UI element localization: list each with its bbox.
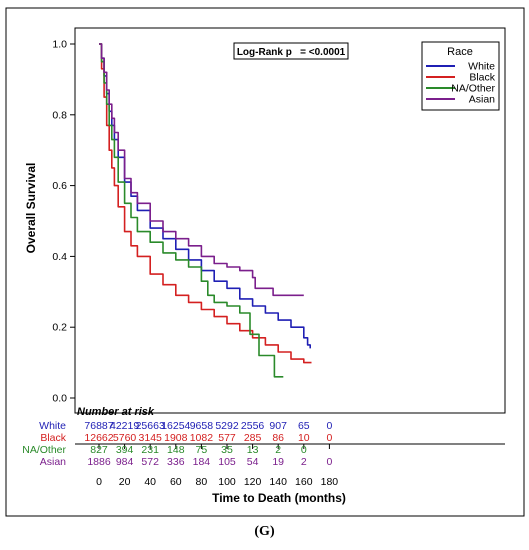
- risk-count: 12662: [84, 432, 113, 444]
- series-line-na-other: [99, 43, 284, 378]
- annotation-box: [233, 42, 349, 60]
- series-line-white: [99, 43, 311, 349]
- risk-count: 13: [247, 444, 259, 456]
- risk-count: 1082: [190, 432, 214, 444]
- risk-count: 3145: [139, 432, 163, 444]
- risk-count: 231: [141, 444, 159, 456]
- risk-row-label: White: [39, 420, 66, 432]
- risk-count: 984: [116, 456, 134, 468]
- risk-count: 0: [301, 444, 307, 456]
- risk-count: 105: [218, 456, 236, 468]
- risk-count: 1908: [164, 432, 188, 444]
- risk-count: 25663: [136, 420, 165, 432]
- risk-count: 285: [244, 432, 262, 444]
- risk-count: 75: [196, 444, 208, 456]
- risk-count: 35: [221, 444, 233, 456]
- risk-count: 577: [218, 432, 236, 444]
- risk-count: 86: [272, 432, 284, 444]
- x-axis-label: Time to Death (months): [212, 491, 346, 505]
- risk-table-title: Number at risk: [77, 406, 155, 418]
- x-tick-label: 20: [119, 476, 131, 488]
- risk-count: 16254: [161, 420, 190, 432]
- annotation-text: Log-Rank p = <0.0001: [237, 47, 346, 58]
- legend-entry: NA/Other: [451, 83, 495, 95]
- x-tick-label: 160: [295, 476, 313, 488]
- risk-count: 2: [275, 444, 281, 456]
- risk-count: 65: [298, 420, 310, 432]
- risk-count: 10: [298, 432, 310, 444]
- risk-count: 2556: [241, 420, 265, 432]
- legend-entry: Black: [469, 72, 495, 84]
- risk-count: 42219: [110, 420, 139, 432]
- plot-area: 0.00.20.40.60.81.00 20 40 60 80 100 120 140 160 1…: [52, 27, 506, 488]
- risk-count: 76887: [84, 420, 113, 432]
- figure-border: [5, 7, 525, 517]
- risk-count: 9658: [190, 420, 214, 432]
- x-tick-label: 0: [96, 476, 102, 488]
- x-tick-label: 140: [269, 476, 287, 488]
- x-tick-label: 180: [321, 476, 339, 488]
- figure-caption: (G): [254, 524, 275, 539]
- plot-frame: [74, 27, 506, 414]
- series-lines: [99, 43, 312, 378]
- y-tick-label: 0.2: [52, 322, 67, 334]
- risk-count: 0: [326, 432, 332, 444]
- risk-count: 2: [301, 456, 307, 468]
- risk-count: 0: [326, 456, 332, 468]
- x-tick-label: 80: [196, 476, 208, 488]
- risk-count: 394: [116, 444, 134, 456]
- risk-count: 184: [193, 456, 211, 468]
- legend-title: Race: [447, 46, 473, 58]
- x-tick-label: 100: [218, 476, 236, 488]
- risk-count: 0: [326, 420, 332, 432]
- y-tick-label: 0.8: [52, 109, 67, 121]
- y-tick-label: 0.4: [52, 251, 67, 263]
- risk-count: 1886: [87, 456, 111, 468]
- series-line-asian: [99, 43, 304, 297]
- legend-entry: Asian: [469, 94, 495, 106]
- series-line-black: [99, 43, 312, 364]
- risk-count: 19: [272, 456, 284, 468]
- risk-count: 148: [167, 444, 185, 456]
- risk-count: 572: [141, 456, 159, 468]
- y-axis-label: Overall Survival: [24, 163, 38, 254]
- x-tick-label: 40: [144, 476, 156, 488]
- risk-row-label: NA/Other: [22, 444, 66, 456]
- logrank-annotation: Log-Rank p = <0.0001: [233, 42, 349, 60]
- risk-row-label: Asian: [40, 456, 66, 468]
- legend-entry: White: [468, 61, 495, 73]
- risk-count: 5292: [215, 420, 239, 432]
- y-tick-label: 0.0: [52, 393, 67, 405]
- risk-count: 336: [167, 456, 185, 468]
- risk-count: 54: [247, 456, 259, 468]
- y-tick-label: 1.0: [52, 39, 67, 51]
- risk-count: 5760: [113, 432, 137, 444]
- x-tick-label: 60: [170, 476, 182, 488]
- x-tick-label: 120: [244, 476, 262, 488]
- risk-count: 907: [269, 420, 287, 432]
- risk-count: 827: [90, 444, 108, 456]
- risk-row-label: Black: [40, 432, 66, 444]
- y-tick-label: 0.6: [52, 180, 67, 192]
